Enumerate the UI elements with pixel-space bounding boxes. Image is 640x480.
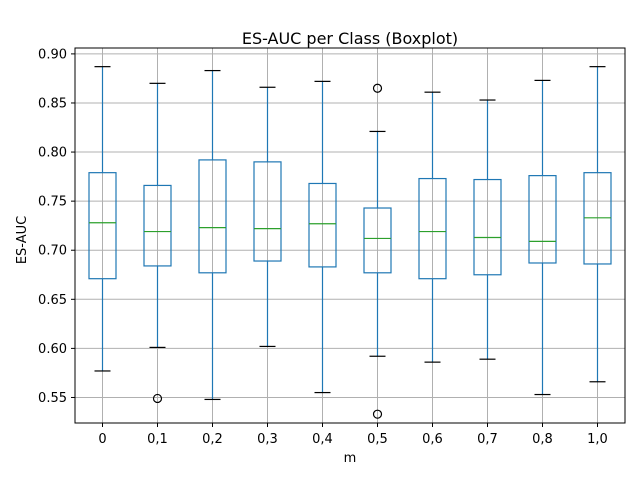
x-tick-label: 0,4 <box>312 432 333 447</box>
box-iqr <box>308 182 337 268</box>
box-iqr <box>88 172 117 280</box>
x-tick-label: 0,5 <box>367 432 388 447</box>
y-axis-label: ES-AUC <box>15 216 30 264</box>
y-tick-label: 0.70 <box>38 244 67 259</box>
x-axis-label: m <box>344 451 357 466</box>
plot-layer <box>88 66 612 419</box>
tick-layer: 0.55 0.60 0.65 0.70 0.75 0.80 0.85 0.90 0 0,1 0,2 0… <box>38 47 608 447</box>
x-tick-label: 1,0 <box>587 432 608 447</box>
y-tick-label: 0.80 <box>38 146 67 161</box>
x-tick-label: 0,2 <box>202 432 223 447</box>
chart-title: ES-AUC per Class (Boxplot) <box>242 29 458 48</box>
y-tick-label: 0.75 <box>38 195 67 210</box>
box-iqr <box>418 177 447 280</box>
box-iqr <box>473 178 502 276</box>
box-iqr <box>528 175 557 264</box>
x-tick-label: 0,3 <box>257 432 278 447</box>
y-tick-label: 0.65 <box>38 293 67 308</box>
y-tick-label: 0.55 <box>38 391 67 406</box>
x-tick-label: 0,7 <box>477 432 498 447</box>
box-iqr <box>253 161 282 262</box>
outlier-point <box>372 83 383 93</box>
x-tick-label: 0,8 <box>532 432 553 447</box>
y-tick-label: 0.85 <box>38 96 67 111</box>
x-tick-label: 0,6 <box>422 432 443 447</box>
box-iqr <box>143 184 172 267</box>
box-iqr <box>198 159 227 274</box>
y-tick-label: 0.60 <box>38 342 67 357</box>
x-tick-label: 0 <box>98 432 106 447</box>
box-iqr <box>363 207 392 274</box>
y-tick-label: 0.90 <box>38 47 67 62</box>
outlier-point <box>152 393 163 404</box>
x-tick-label: 0,1 <box>147 432 168 447</box>
outlier-point <box>372 409 383 419</box>
plot-frame <box>74 47 626 424</box>
